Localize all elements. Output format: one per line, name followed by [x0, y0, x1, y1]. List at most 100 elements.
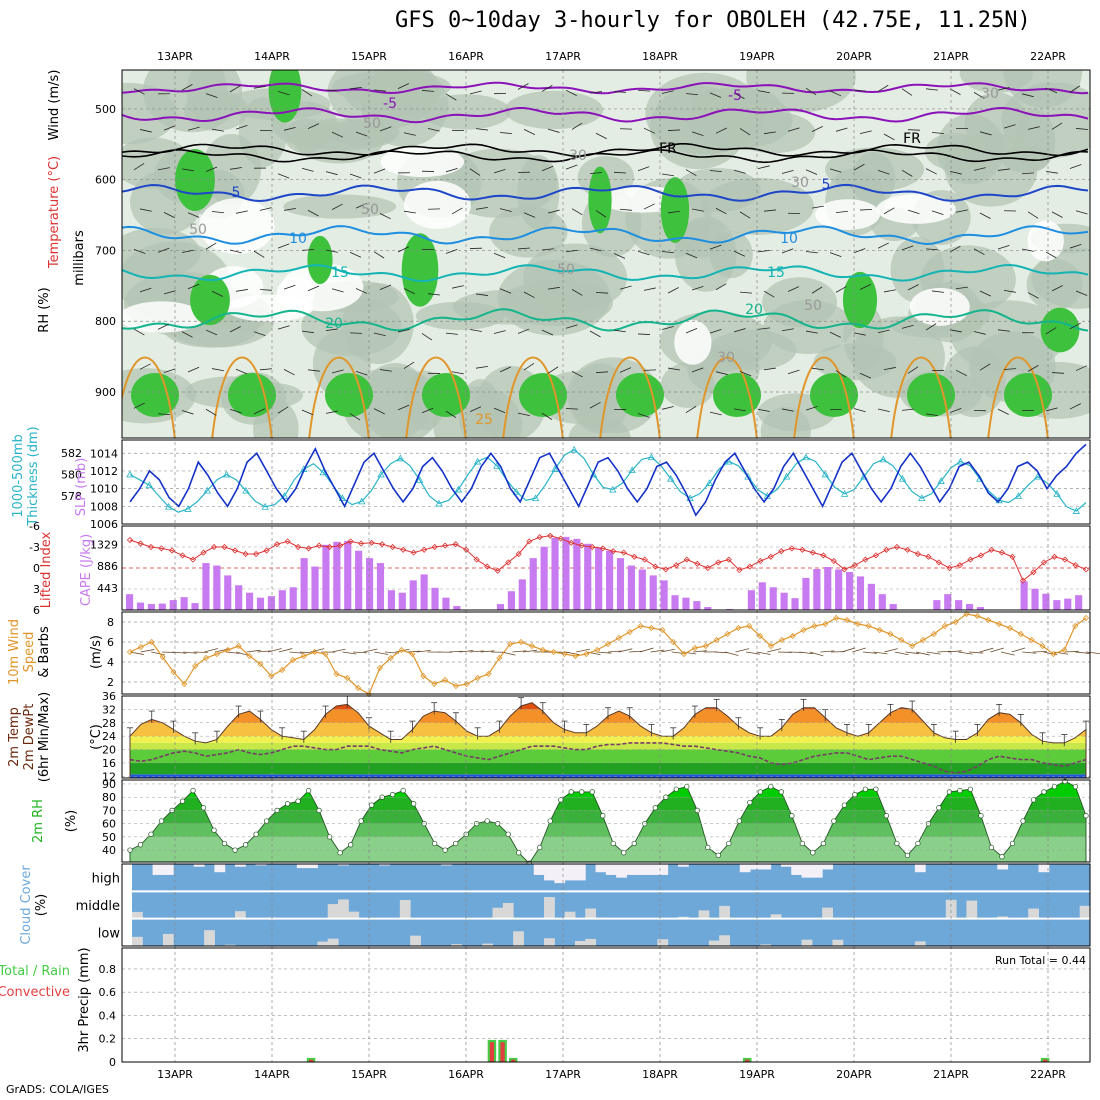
wind-barb	[926, 651, 941, 655]
cape-bar	[867, 583, 875, 610]
cape-bar	[769, 587, 777, 610]
wind-barb	[979, 363, 991, 371]
wind-barb	[493, 252, 506, 259]
wind-speed-marker	[746, 622, 753, 630]
slp-tick-label: 1014	[90, 447, 118, 460]
li-marker	[820, 552, 827, 559]
wind-barb	[571, 370, 583, 378]
wind-speed-marker	[1082, 614, 1090, 622]
wind-barb	[331, 203, 343, 211]
wind-barb	[325, 89, 338, 92]
temperature-contour	[696, 356, 758, 438]
wind-speed-marker	[637, 622, 644, 630]
rh-green-blob	[616, 373, 664, 417]
wind-speed-marker	[235, 642, 242, 650]
wind-barb	[1069, 164, 1082, 169]
cloud-gap-high	[307, 864, 318, 869]
rh-marker	[652, 805, 658, 811]
wind-barb	[643, 287, 656, 291]
wind-barb	[862, 651, 877, 654]
thickness-marker	[416, 476, 424, 483]
rh-gray-blob	[415, 301, 505, 331]
rh-marker	[242, 842, 249, 848]
wind-barb	[877, 242, 889, 249]
pressure-axis-label: millibars	[72, 230, 87, 286]
cloud-gap-high	[152, 864, 164, 875]
date-label-top: 22APR	[1030, 50, 1066, 63]
li-tick-label: 3	[33, 583, 40, 596]
wind-barb	[619, 367, 632, 373]
date-label-bottom: 21APR	[933, 1068, 969, 1081]
wind-barb	[1051, 122, 1063, 130]
cloud-gap-high	[255, 864, 267, 866]
wind-barb	[493, 169, 506, 174]
wind-barb	[715, 371, 728, 375]
wind-barb	[835, 127, 848, 132]
wind-barb	[211, 128, 224, 132]
wind-barb	[767, 648, 782, 653]
wind-speed-marker	[594, 646, 601, 654]
wind-barb	[373, 408, 385, 415]
pressure-tick-label: 500	[95, 103, 116, 116]
cape-bar	[638, 569, 646, 610]
wind-speed-marker	[279, 666, 286, 674]
wind10m-axis-label: 10m Wind Speed & Barbs	[7, 619, 52, 685]
li-marker	[484, 563, 491, 570]
thickness-marker	[242, 486, 250, 494]
rh-marker	[568, 789, 574, 795]
rh-marker	[946, 789, 953, 795]
date-label-bottom: 13APR	[157, 1068, 193, 1081]
contour-label: 15	[767, 265, 785, 281]
wind-barb	[139, 208, 152, 212]
temp2m-axis-label-text: (6hr Min/Max)	[37, 692, 52, 782]
rh-marker	[221, 840, 228, 847]
rh-marker	[400, 787, 406, 794]
rh-marker	[894, 840, 900, 847]
li-marker	[189, 556, 197, 563]
temperature-contour	[502, 356, 564, 438]
rh-gray-blob	[342, 283, 414, 365]
wind-speed-marker	[409, 650, 416, 658]
temperature-contour	[122, 143, 1089, 158]
wind-barb	[445, 410, 457, 419]
wind-barb	[1051, 211, 1063, 218]
cape-bar	[420, 574, 428, 610]
wind-barb	[235, 210, 248, 214]
wind-speed-marker	[670, 638, 677, 646]
wind-barb	[517, 83, 529, 90]
thickness-marker	[802, 453, 810, 461]
temp-unit-label-text: (°C)	[89, 724, 104, 750]
wind-barb	[915, 651, 930, 656]
cloud-gap-high	[441, 864, 452, 866]
cloud-gap-high	[780, 864, 792, 867]
li-marker	[925, 553, 932, 560]
cape-bar	[267, 596, 275, 610]
wind-barb	[403, 361, 415, 369]
wind-speed-marker	[550, 648, 557, 656]
li-marker	[463, 546, 470, 553]
cape-tick-label: 443	[97, 582, 118, 595]
wind-barb	[877, 170, 890, 175]
contour-label: -5	[383, 96, 397, 112]
rh-marker	[799, 840, 806, 847]
cloud-gap-middle	[502, 902, 514, 919]
wind10m-axis-label-text: & Barbs	[37, 626, 52, 678]
cloud-layer-label: high	[92, 872, 120, 887]
li-marker	[620, 549, 627, 556]
thickness-marker	[261, 502, 269, 510]
wind-speed-marker	[757, 632, 764, 640]
li-marker	[935, 559, 942, 566]
rh-marker	[600, 813, 606, 819]
wind-speed-marker	[213, 650, 220, 658]
wind-barb	[805, 330, 818, 334]
wind-barb	[691, 285, 704, 291]
li-marker	[599, 545, 606, 552]
wind-barb	[835, 286, 847, 293]
wind-barb	[757, 327, 770, 330]
li-marker	[610, 548, 617, 555]
panel-frame	[121, 779, 1091, 863]
cloud-gap-middle	[945, 899, 957, 919]
slp-tick-label: 1010	[90, 483, 118, 496]
wind-speed-marker	[1072, 622, 1079, 630]
wind-barb	[763, 367, 776, 371]
